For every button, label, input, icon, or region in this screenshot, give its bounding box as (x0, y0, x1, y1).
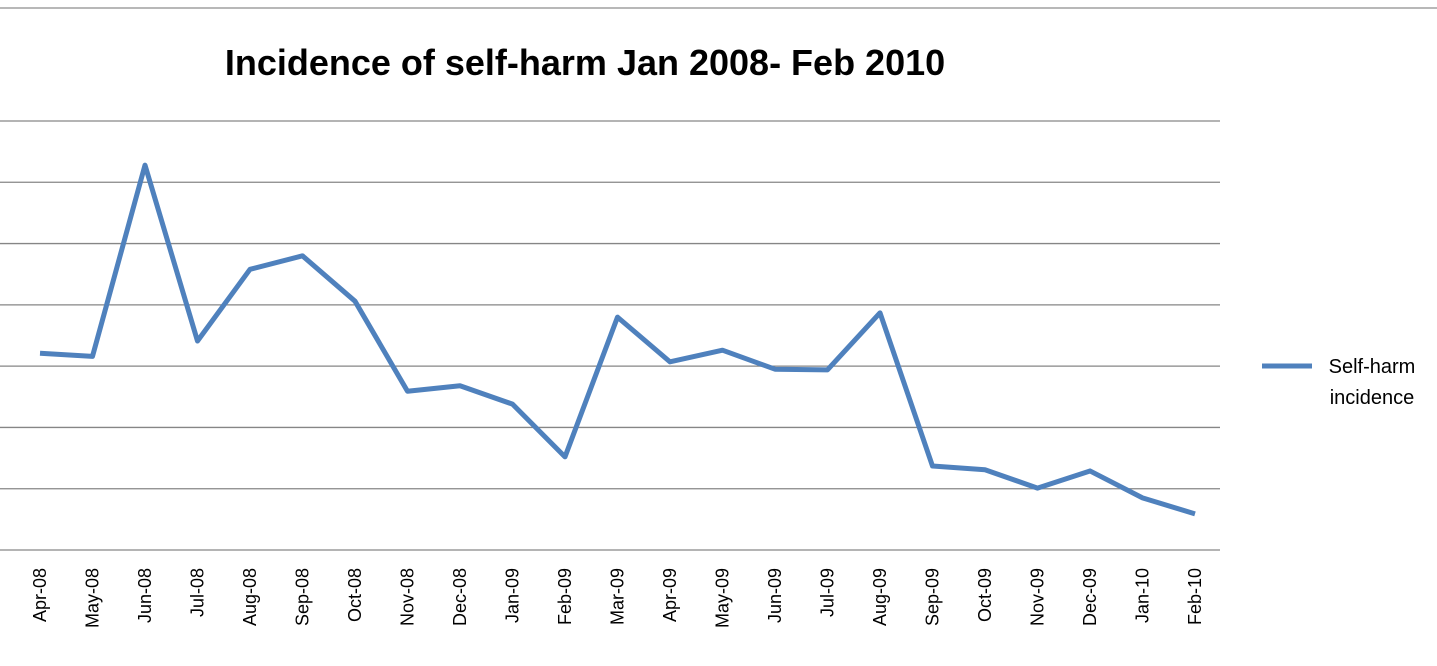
x-tick-label: Jan-09 (503, 568, 523, 623)
x-tick-label: Dec-09 (1080, 568, 1100, 626)
legend-label: Self-harm incidence (1328, 356, 1416, 409)
x-tick-label: Oct-09 (975, 568, 995, 622)
x-tick-label: Apr-09 (660, 568, 680, 622)
x-tick-label: Jan-10 (1133, 568, 1153, 623)
x-tick-label: Feb-09 (555, 568, 575, 625)
chart-title: Incidence of self-harm Jan 2008- Feb 201… (225, 42, 945, 83)
x-tick-label: Sep-09 (923, 568, 943, 626)
x-tick-label: Sep-08 (293, 568, 313, 626)
x-tick-label: Aug-08 (240, 568, 260, 626)
x-tick-label: Oct-08 (345, 568, 365, 622)
x-tick-label: Aug-09 (870, 568, 890, 626)
x-tick-label: May-09 (713, 568, 733, 628)
x-tick-label: Jul-09 (818, 568, 838, 617)
x-tick-label: Jun-09 (765, 568, 785, 623)
x-tick-label: Feb-10 (1185, 568, 1205, 625)
x-tick-label: Dec-08 (450, 568, 470, 626)
x-tick-label: May-08 (83, 568, 103, 628)
series-line (39, 162, 1196, 517)
x-tick-label: Apr-08 (30, 568, 50, 622)
x-tick-label: Nov-09 (1028, 568, 1048, 626)
x-tick-label: Nov-08 (398, 568, 418, 626)
x-tick-label: Jun-08 (135, 568, 155, 623)
x-tick-label: Mar-09 (608, 568, 628, 625)
x-tick-label: Jul-08 (188, 568, 208, 617)
